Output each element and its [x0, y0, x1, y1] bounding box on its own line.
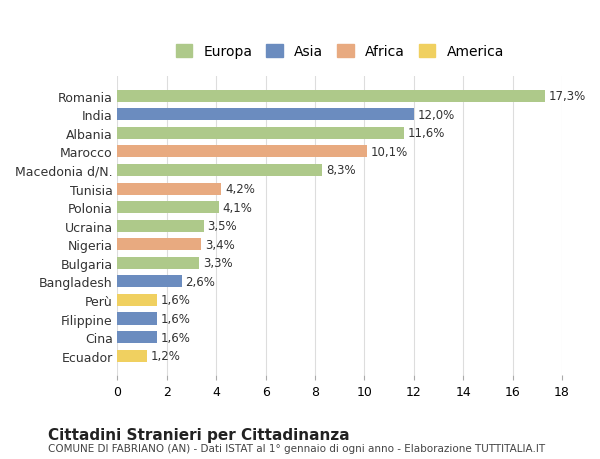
Bar [118, 239, 202, 251]
Text: 17,3%: 17,3% [548, 90, 586, 103]
Bar [118, 220, 204, 232]
Text: 10,1%: 10,1% [371, 146, 408, 158]
Bar [118, 183, 221, 195]
Text: 3,5%: 3,5% [208, 220, 237, 233]
Text: 1,6%: 1,6% [161, 331, 191, 344]
Bar [118, 202, 219, 214]
Bar [118, 276, 182, 288]
Text: 11,6%: 11,6% [407, 127, 445, 140]
Legend: Europa, Asia, Africa, America: Europa, Asia, Africa, America [176, 45, 504, 59]
Text: 1,2%: 1,2% [151, 349, 181, 362]
Bar [118, 313, 157, 325]
Bar [118, 294, 157, 306]
Text: 3,4%: 3,4% [205, 238, 235, 251]
Bar [118, 90, 545, 102]
Bar [118, 331, 157, 343]
Bar [118, 257, 199, 269]
Text: 12,0%: 12,0% [418, 109, 455, 122]
Text: 4,1%: 4,1% [223, 201, 253, 214]
Bar [118, 165, 322, 177]
Text: 1,6%: 1,6% [161, 294, 191, 307]
Text: 8,3%: 8,3% [326, 164, 356, 177]
Bar [118, 146, 367, 158]
Bar [118, 350, 147, 362]
Bar [118, 109, 414, 121]
Bar [118, 128, 404, 140]
Text: COMUNE DI FABRIANO (AN) - Dati ISTAT al 1° gennaio di ogni anno - Elaborazione T: COMUNE DI FABRIANO (AN) - Dati ISTAT al … [48, 443, 545, 453]
Text: 3,3%: 3,3% [203, 257, 232, 270]
Text: 1,6%: 1,6% [161, 312, 191, 325]
Text: 2,6%: 2,6% [185, 275, 215, 288]
Text: 4,2%: 4,2% [225, 183, 255, 196]
Text: Cittadini Stranieri per Cittadinanza: Cittadini Stranieri per Cittadinanza [48, 427, 350, 442]
